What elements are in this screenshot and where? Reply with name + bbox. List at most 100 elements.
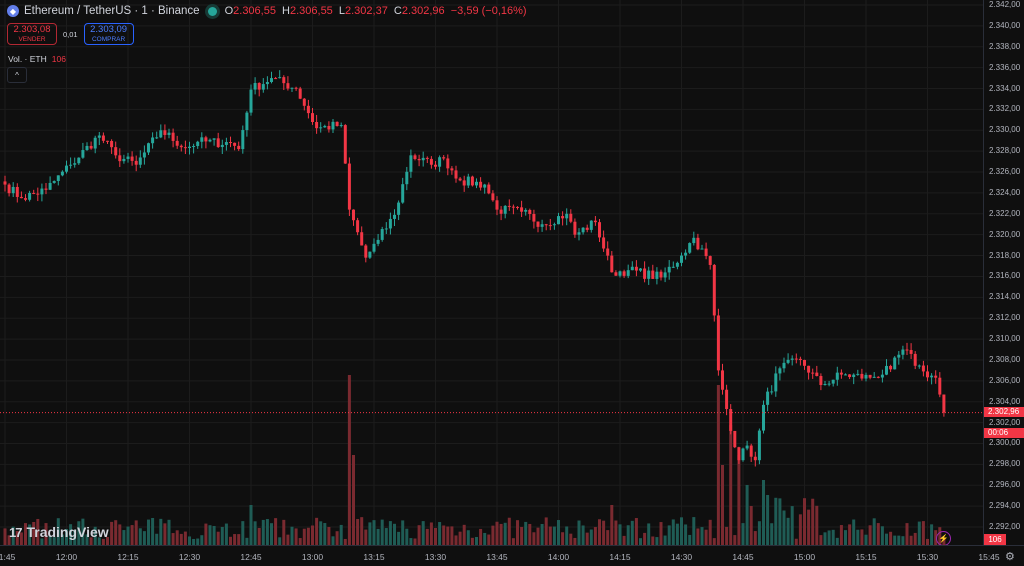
candle-body [757, 430, 761, 461]
candle-body [921, 365, 925, 372]
candle-body [909, 350, 913, 354]
volume-bar [827, 530, 831, 545]
collapse-legend-button[interactable]: ^ [7, 67, 27, 83]
tradingview-logo-text: TradingView [26, 524, 109, 540]
price-tick-label: 2.334,00 [989, 83, 1021, 93]
volume-bar [630, 520, 634, 545]
volume-bar [741, 523, 745, 545]
volume-bar [581, 525, 585, 545]
candle-body [237, 145, 241, 150]
candle-body [589, 220, 593, 230]
volume-bar [618, 524, 622, 545]
low-label: L [338, 5, 345, 17]
candle-body [245, 112, 249, 131]
volume-legend[interactable]: Vol. · ETH 106 [8, 54, 66, 64]
candle-body [766, 391, 770, 405]
sell-label: VENDER [18, 35, 46, 43]
high-value: 2.306,55 [289, 5, 333, 17]
candle-body [159, 130, 163, 138]
time-axis[interactable]: 11:45 12:00 12:15 12:30 12:45 13:00 13:15 13:30… [0, 545, 1024, 566]
candle-body [815, 372, 819, 377]
volume-bar [540, 524, 544, 545]
time-tick-label: 12:00 [55, 552, 78, 562]
candle-body [179, 145, 183, 148]
volume-bar [19, 532, 23, 545]
candle-body [688, 243, 692, 253]
price-tick-label: 2.296,00 [989, 480, 1021, 490]
candle-body [487, 184, 491, 194]
candle-body [811, 372, 815, 374]
candle-body [639, 268, 642, 271]
candle-body [241, 130, 245, 150]
candle-body [733, 430, 737, 448]
volume-bar [778, 498, 782, 545]
candle-body [438, 157, 442, 167]
chevron-up-icon: ^ [15, 70, 19, 80]
volume-bar [319, 521, 323, 545]
volume-bar [434, 528, 437, 545]
volume-bar [216, 531, 220, 545]
candle-body [183, 147, 187, 149]
candle-body [393, 214, 396, 219]
price-axis[interactable]: 2.342,00 2.340,00 2.338,00 2.336,00 2.334,00… [983, 0, 1024, 545]
time-tick-label: 12:45 [240, 552, 262, 562]
volume-bar [831, 529, 835, 545]
volume-legend-label: Vol. · ETH [8, 54, 47, 64]
candle-body [774, 373, 778, 392]
candle-body [466, 176, 470, 186]
candle-body [602, 237, 606, 249]
candle-body [893, 357, 897, 370]
tradingview-logo[interactable]: 17 TradingView [9, 524, 109, 540]
symbol-title[interactable]: Ethereum / TetherUS · 1 · Binance [24, 5, 200, 17]
candle-body [778, 368, 782, 374]
volume-bar [446, 526, 450, 545]
volume-bar [794, 538, 798, 545]
candle-body [204, 137, 208, 142]
candle-body [110, 141, 114, 148]
volume-bar [926, 538, 929, 545]
volume-bar [7, 535, 11, 545]
candle-body [11, 186, 15, 194]
price-chart[interactable] [0, 0, 983, 545]
volume-bar [622, 535, 626, 545]
price-tick-label: 2.342,00 [989, 0, 1021, 9]
candle-body [40, 188, 44, 195]
volume-bar [183, 531, 187, 545]
price-tick-label: 2.332,00 [989, 104, 1021, 114]
candle-body [647, 270, 651, 279]
volume-bar [388, 521, 392, 545]
volume-bar [909, 535, 913, 545]
volume-bar [872, 518, 876, 545]
candle-body [19, 196, 23, 199]
price-tick-label: 2.320,00 [989, 229, 1021, 239]
bar-countdown: 00:06 [984, 428, 1024, 438]
volume-bar [405, 528, 409, 545]
candle-body [212, 138, 216, 140]
volume-bar [286, 534, 290, 545]
settings-gear-icon[interactable]: ⚙ [1005, 551, 1015, 563]
candle-body [163, 130, 167, 135]
volume-bar [93, 526, 97, 545]
volume-bar [737, 455, 741, 545]
candle-body [684, 252, 688, 256]
time-tick-label: 15:45 [978, 552, 1000, 562]
buy-button[interactable]: 2.303,09 COMPRAR [83, 23, 134, 45]
candle-body [36, 193, 40, 195]
price-tick-label: 2.336,00 [989, 62, 1021, 72]
candle-body [253, 82, 257, 90]
candle-body [65, 165, 68, 172]
sell-button[interactable]: 2.303,08 VENDER [7, 23, 57, 45]
lightning-icon[interactable]: ⚡ [936, 531, 951, 546]
candle-body [614, 272, 618, 276]
candle-body [786, 359, 790, 363]
volume-bar [860, 529, 864, 545]
volume-bar [745, 485, 749, 545]
candle-body [397, 202, 401, 215]
volume-bar [495, 521, 499, 545]
time-tick-label: 12:30 [178, 552, 201, 562]
candle-body [352, 209, 355, 221]
volume-bar [532, 532, 536, 545]
volume-bar [15, 531, 19, 545]
candle-body [229, 142, 232, 144]
